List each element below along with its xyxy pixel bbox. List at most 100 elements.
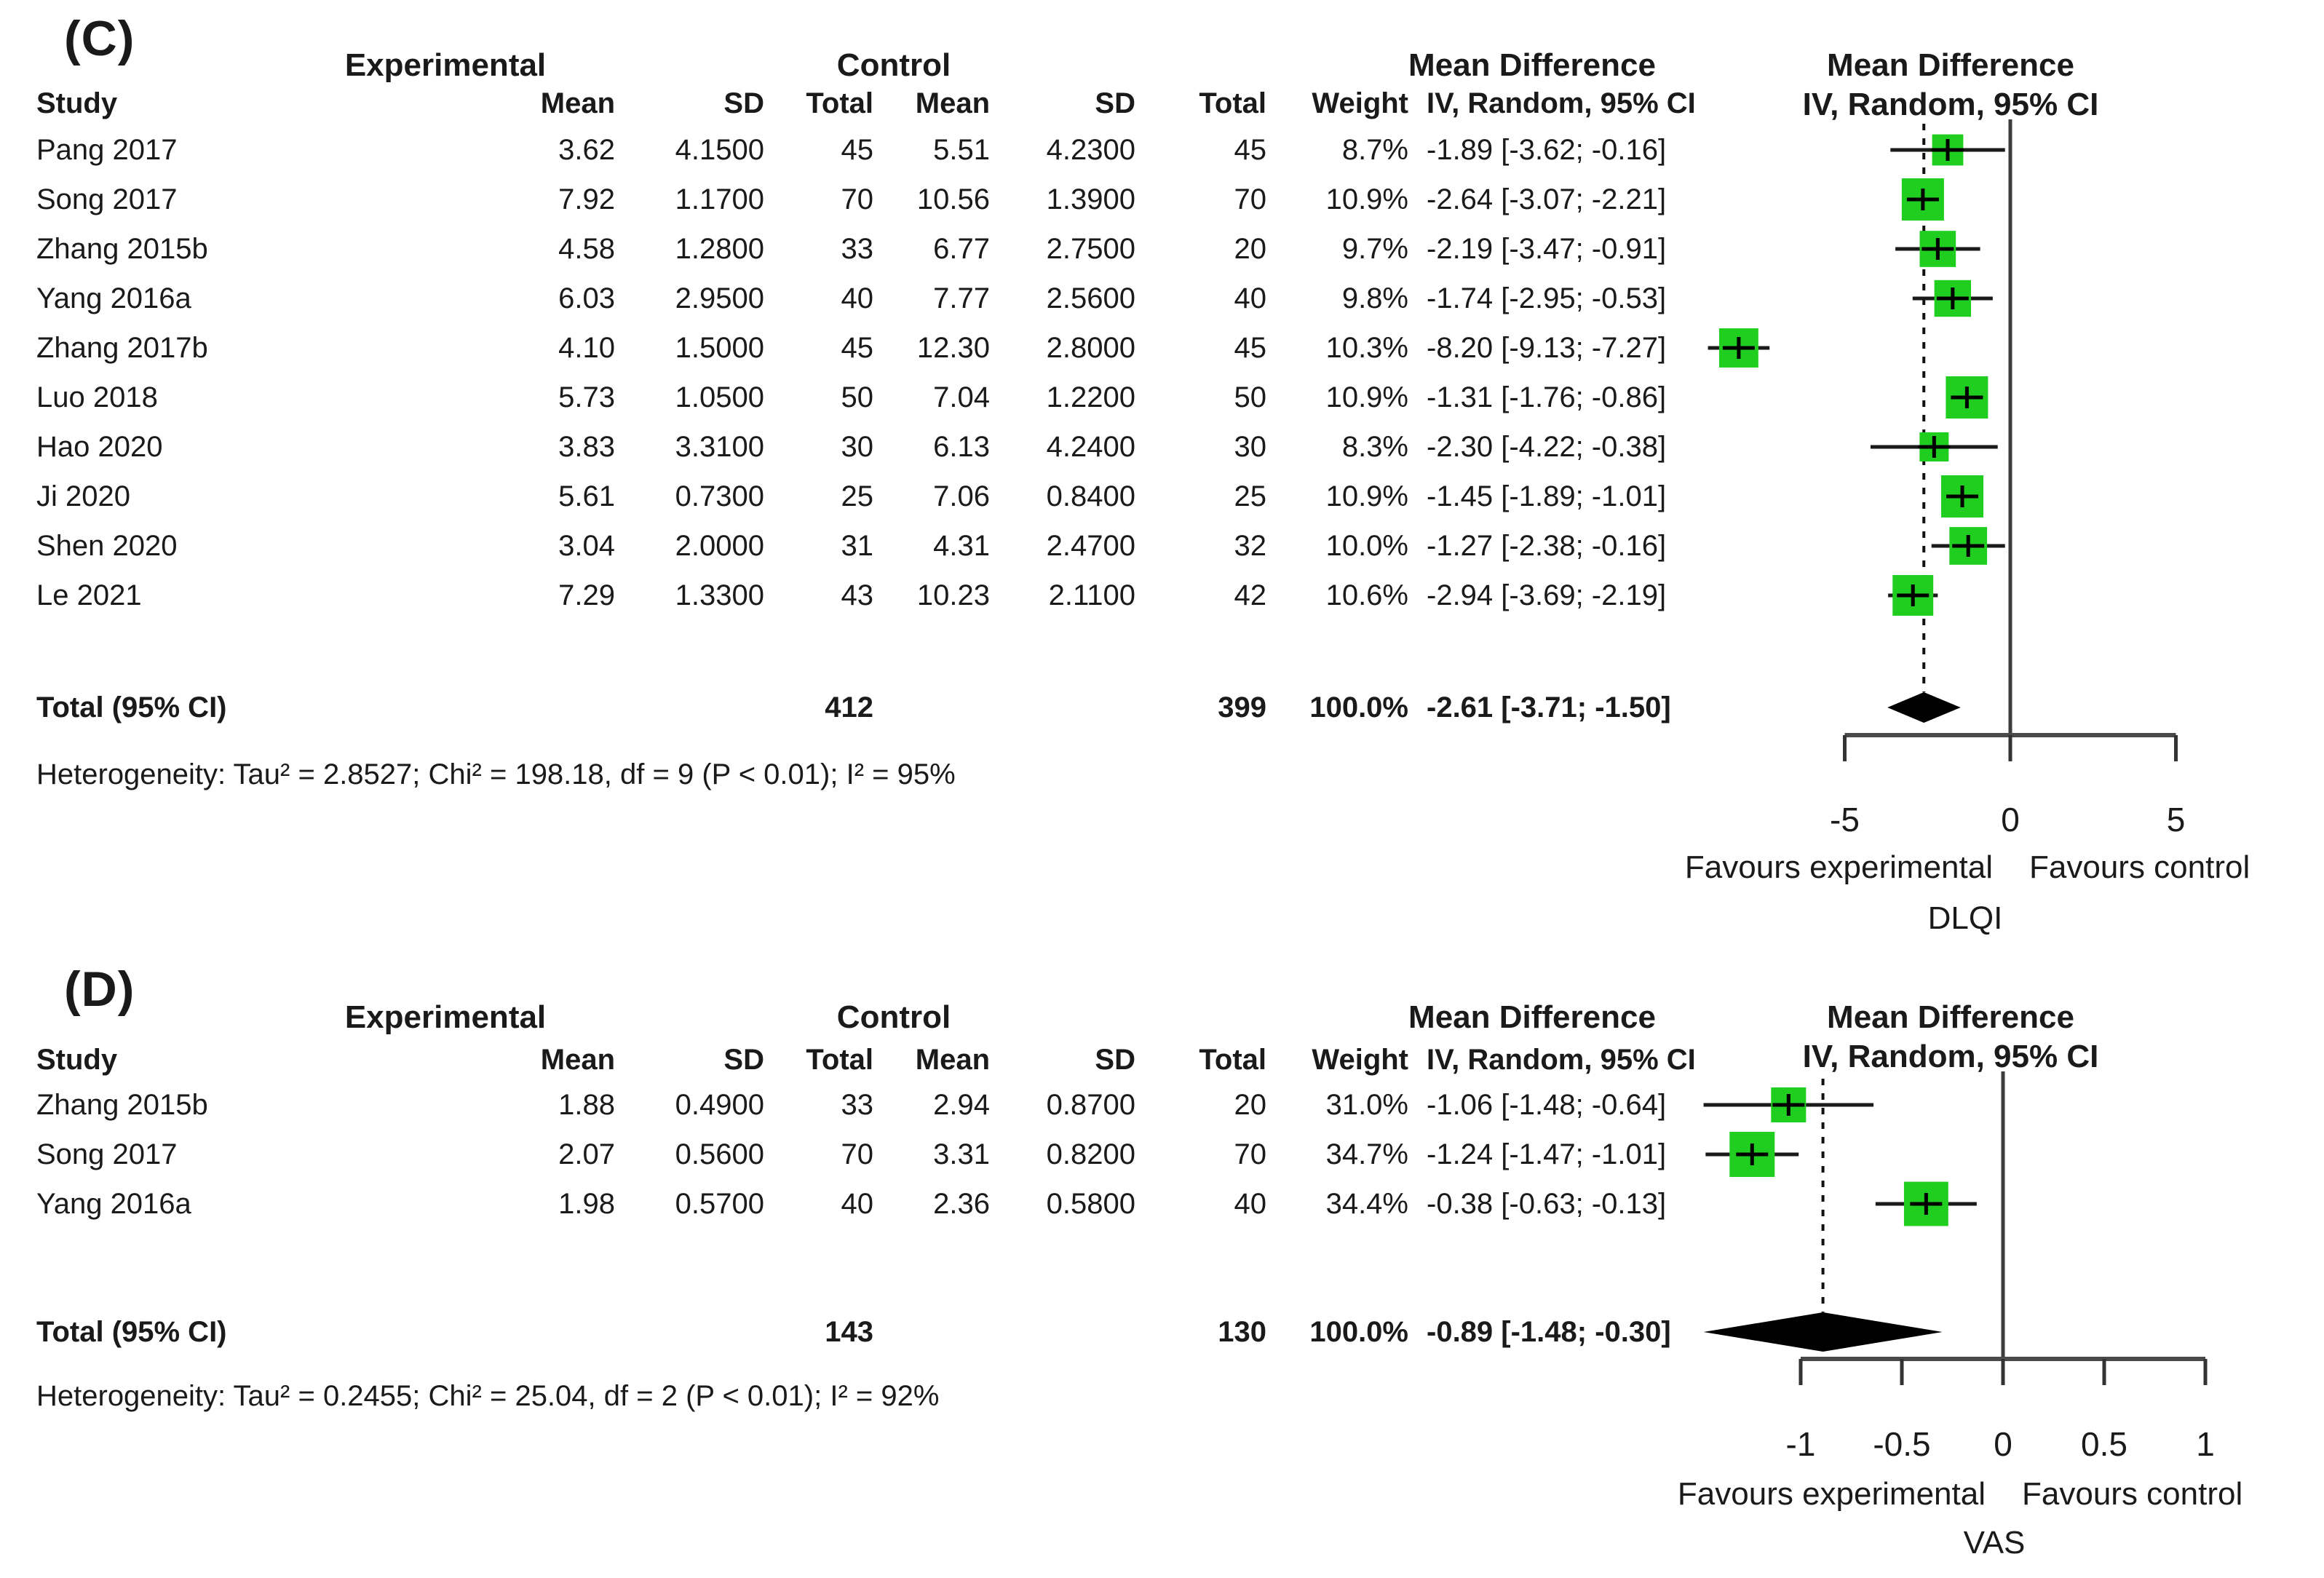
- ctrl-total-value: 32: [1234, 529, 1267, 562]
- ci-text-value: -1.24 [-1.47; -1.01]: [1427, 1138, 1667, 1170]
- total-label: Total (95% CI): [36, 1315, 227, 1348]
- ctrl-sd-value: 2.5600: [1046, 282, 1135, 314]
- group-header-experimental: Experimental: [345, 999, 546, 1035]
- ctrl-total-value: 42: [1234, 579, 1267, 611]
- weight-value: 10.6%: [1325, 579, 1408, 611]
- total-weight: 100.0%: [1309, 1315, 1408, 1348]
- column-header-row: Study Mean SD Total Mean SD Total Weight IV, Ran…: [36, 1038, 1736, 1082]
- total-ci-text: -0.89 [-1.48; -0.30]: [1427, 1315, 1671, 1348]
- exp-sd-value: 0.7300: [675, 480, 764, 512]
- exp-total-value: 25: [841, 480, 874, 512]
- column-header-study: Study: [36, 87, 118, 119]
- ctrl-sd-value: 4.2300: [1046, 133, 1135, 166]
- ctrl-sd-value: 1.3900: [1046, 183, 1135, 215]
- exp-sd-value: 1.0500: [675, 381, 764, 413]
- column-header-ctrl-mean: Mean: [915, 1043, 990, 1076]
- ctrl-sd-value: 0.8200: [1046, 1138, 1135, 1170]
- axis-unit-label: DLQI: [1928, 900, 2003, 936]
- total-ctrl-total: 130: [1218, 1315, 1266, 1348]
- ctrl-mean-value: 3.31: [933, 1138, 990, 1170]
- tick-label: 0: [2001, 801, 2020, 838]
- study-name: Song 2017: [36, 1138, 178, 1170]
- exp-mean-value: 3.04: [558, 529, 615, 562]
- study-row: Song 2017 2.07 0.5600 70 3.31 0.8200 70 34.7% -1…: [36, 1130, 1736, 1179]
- ctrl-sd-value: 1.2200: [1046, 381, 1135, 413]
- ctrl-sd-value: 0.8700: [1046, 1088, 1135, 1121]
- weight-value: 8.7%: [1341, 133, 1408, 166]
- total-ci-text: -2.61 [-3.71; -1.50]: [1427, 691, 1671, 723]
- weight-value: 31.0%: [1325, 1088, 1408, 1121]
- column-header-exp-mean: Mean: [540, 87, 615, 119]
- exp-mean-value: 4.10: [558, 331, 615, 364]
- exp-sd-value: 3.3100: [675, 430, 764, 463]
- column-header-ctrl-sd: SD: [1095, 1043, 1135, 1076]
- study-name: Zhang 2015b: [36, 1088, 208, 1121]
- exp-mean-value: 7.92: [558, 183, 615, 215]
- exp-mean-value: 5.73: [558, 381, 615, 413]
- column-header-exp-total: Total: [806, 1043, 873, 1076]
- tick-label: -5: [1830, 801, 1860, 838]
- exp-mean-value: 6.03: [558, 282, 615, 314]
- weight-value: 10.9%: [1325, 480, 1408, 512]
- exp-sd-value: 0.4900: [675, 1088, 764, 1121]
- exp-mean-value: 3.62: [558, 133, 615, 166]
- column-header-exp-sd: SD: [723, 87, 764, 119]
- exp-sd-value: 2.0000: [675, 529, 764, 562]
- weight-value: 34.4%: [1325, 1187, 1408, 1220]
- exp-sd-value: 4.1500: [675, 133, 764, 166]
- ctrl-mean-value: 6.13: [933, 430, 990, 463]
- weight-value: 9.7%: [1341, 232, 1408, 265]
- study-row: Hao 2020 3.83 3.3100 30 6.13 4.2400 30 8.3% -2.3…: [36, 422, 1736, 472]
- ctrl-sd-value: 4.2400: [1046, 430, 1135, 463]
- exp-total-value: 50: [841, 381, 874, 413]
- tick-label: 5: [2167, 801, 2186, 838]
- column-header-exp-sd: SD: [723, 1043, 764, 1076]
- weight-value: 8.3%: [1341, 430, 1408, 463]
- weight-value: 10.3%: [1325, 331, 1408, 364]
- ci-text-value: -1.31 [-1.76; -0.86]: [1427, 381, 1667, 413]
- study-name: Ji 2020: [36, 480, 130, 512]
- exp-sd-value: 1.5000: [675, 331, 764, 364]
- group-header-mean-difference: Mean Difference: [1408, 47, 1656, 83]
- ctrl-mean-value: 2.36: [933, 1187, 990, 1220]
- exp-total-value: 33: [841, 232, 874, 265]
- plot-header-line1: Mean Difference: [1827, 47, 2074, 83]
- weight-value: 10.9%: [1325, 381, 1408, 413]
- study-name: Hao 2020: [36, 430, 163, 463]
- column-header-weight: Weight: [1312, 87, 1408, 119]
- exp-sd-value: 1.2800: [675, 232, 764, 265]
- ctrl-total-value: 50: [1234, 381, 1267, 413]
- exp-total-value: 30: [841, 430, 874, 463]
- study-row: Luo 2018 5.73 1.0500 50 7.04 1.2200 50 10.9% -1.…: [36, 373, 1736, 422]
- ci-text-value: -0.38 [-0.63; -0.13]: [1427, 1187, 1667, 1220]
- total-label: Total (95% CI): [36, 691, 227, 723]
- ctrl-total-value: 40: [1234, 1187, 1267, 1220]
- total-exp-total: 412: [825, 691, 873, 723]
- ctrl-mean-value: 7.04: [933, 381, 990, 413]
- exp-total-value: 43: [841, 579, 874, 611]
- favours-left-label: Favours experimental: [1678, 1476, 1986, 1512]
- ctrl-sd-value: 0.5800: [1046, 1187, 1135, 1220]
- column-header-ctrl-total: Total: [1199, 87, 1266, 119]
- exp-mean-value: 3.83: [558, 430, 615, 463]
- tick-label: 1: [2196, 1425, 2215, 1463]
- exp-total-value: 40: [841, 282, 874, 314]
- total-ctrl-total: 399: [1218, 691, 1266, 723]
- ctrl-total-value: 20: [1234, 1088, 1267, 1121]
- column-header-row: Study Mean SD Total Mean SD Total Weight IV, Ran…: [36, 82, 1736, 125]
- heterogeneity-text: Heterogeneity: Tau² = 2.8527; Chi² = 198…: [36, 758, 956, 790]
- ctrl-total-value: 70: [1234, 1138, 1267, 1170]
- ci-text-value: -2.19 [-3.47; -0.91]: [1427, 232, 1667, 265]
- exp-total-value: 45: [841, 133, 874, 166]
- group-header-control: Control: [837, 47, 951, 83]
- ctrl-sd-value: 0.8400: [1046, 480, 1135, 512]
- study-row: Le 2021 7.29 1.3300 43 10.23 2.1100 42 10.6% -2.…: [36, 571, 1736, 620]
- study-name: Le 2021: [36, 579, 142, 611]
- total-row: Total (95% CI) 412 399 100.0% -2.61 [-3.71; …: [36, 684, 1736, 731]
- ctrl-total-value: 45: [1234, 133, 1267, 166]
- study-name: Luo 2018: [36, 381, 158, 413]
- total-row: Total (95% CI) 143 130 100.0% -0.89 [-1.48; …: [36, 1309, 1736, 1355]
- ci-text-value: -2.94 [-3.69; -2.19]: [1427, 579, 1667, 611]
- exp-sd-value: 0.5600: [675, 1138, 764, 1170]
